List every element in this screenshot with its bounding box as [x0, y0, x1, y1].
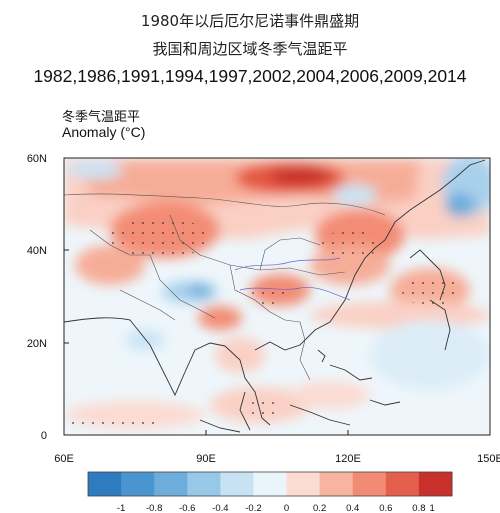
colorbar-swatch — [286, 472, 321, 496]
title-line-2: 我国和周边区域冬季气温距平 — [152, 40, 348, 58]
colorbar-swatch — [88, 472, 122, 496]
colorbar-swatch — [352, 472, 387, 496]
colorbar-label: 0 — [284, 503, 289, 513]
colorbar-label: -0.6 — [179, 503, 195, 513]
colorbar-frame — [87, 471, 453, 497]
colorbar-swatch — [121, 472, 155, 496]
title-line-1: 1980年以后厄尔尼诺事件鼎盛期 — [140, 12, 360, 30]
colorbar-label: 0.6 — [379, 503, 392, 513]
lat-tick-20n: 20N — [27, 338, 47, 350]
country-borders — [64, 193, 386, 381]
lon-tick-150e: 150E — [477, 453, 500, 465]
colorbar-swatch — [319, 472, 354, 496]
colorbar-swatch — [187, 472, 221, 496]
colorbar-label: -0.2 — [245, 503, 261, 513]
colorbar-swatch — [154, 472, 188, 496]
map-subtitle-en: Anomaly (°C) — [62, 124, 146, 140]
colorbar-label: 0.2 — [313, 503, 326, 513]
colorbar-swatch — [253, 472, 288, 496]
colorbar-label: 0.4 — [346, 503, 359, 513]
colorbar-swatch — [418, 472, 453, 496]
lon-tick-60e: 60E — [54, 453, 74, 465]
lon-tick-120e: 120E — [335, 453, 361, 465]
colorbar-label: 0.8 — [412, 503, 425, 513]
anomaly-map: 60N 40N 20N 0 60E 90E 120E 150E -1 -0.8 -0… — [27, 153, 500, 513]
axis-tick-marks — [63, 157, 491, 436]
map-field — [64, 158, 490, 435]
colorbar-label: -0.4 — [212, 503, 228, 513]
rivers — [234, 257, 351, 301]
colorbar-label: 1 — [429, 503, 434, 513]
map-subtitle-cn: 冬季气温距平 — [62, 110, 141, 125]
lon-tick-90e: 90E — [196, 453, 216, 465]
significance-stipple — [70, 218, 458, 430]
colorbar: -1 -0.8 -0.6 -0.4 -0.2 0 0.2 0.4 0.6 0.8 1 — [87, 471, 453, 513]
colorbar-swatch — [385, 472, 420, 496]
colorbar-label: -0.8 — [146, 503, 162, 513]
lat-tick-60n: 60N — [27, 153, 47, 165]
map-frame — [63, 157, 491, 436]
lat-tick-0: 0 — [41, 430, 47, 442]
lat-tick-40n: 40N — [27, 245, 47, 257]
coastlines — [64, 159, 486, 433]
colorbar-label: -1 — [117, 503, 125, 513]
years-list: 1982,1986,1991,1994,1997,2002,2004,2006,… — [33, 66, 467, 86]
colorbar-swatch — [220, 472, 254, 496]
